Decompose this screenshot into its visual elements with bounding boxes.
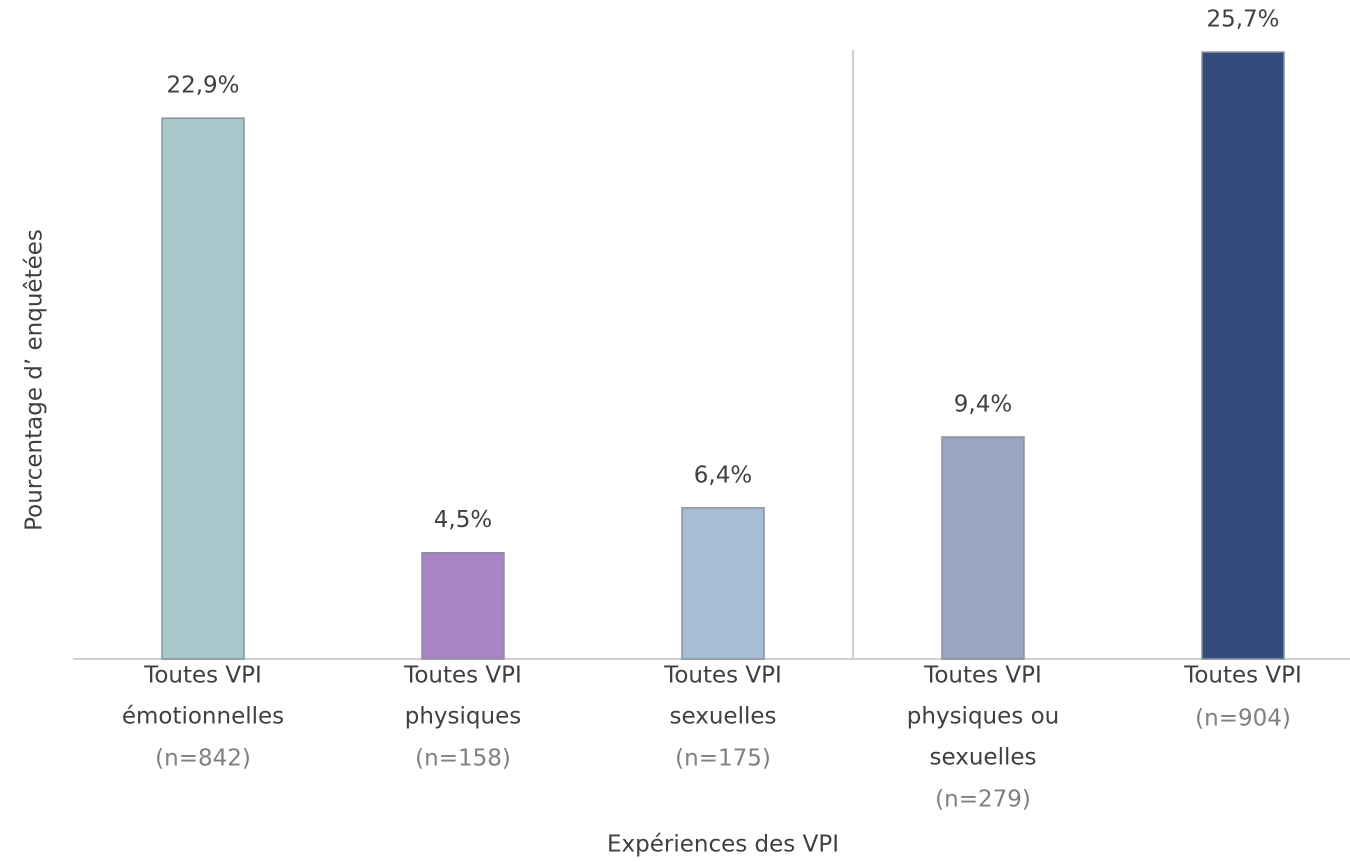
sample-size: (n=904) [1195, 706, 1291, 732]
x-tick-label: sexuelles [670, 704, 777, 730]
bar [421, 551, 505, 660]
sample-size: (n=175) [675, 746, 771, 772]
x-tick-label: Toutes VPI [663, 663, 782, 689]
x-tick-label: émotionnelles [122, 704, 284, 730]
x-tick-label: physiques [405, 704, 521, 730]
bar [161, 117, 245, 660]
x-tick-label: Toutes VPI [403, 663, 522, 689]
x-tick-label: Toutes VPI [923, 663, 1042, 689]
x-axis-label: Expériences des VPI [607, 832, 839, 858]
value-label: 6,4% [694, 462, 752, 488]
bar [681, 507, 765, 660]
sample-size: (n=158) [415, 746, 511, 772]
value-label: 4,5% [434, 507, 492, 533]
value-label: 9,4% [954, 392, 1012, 418]
bar [941, 436, 1025, 660]
value-label: 22,9% [166, 73, 239, 99]
y-axis-label: Pourcentage d’ enquêtées [22, 229, 48, 531]
sample-size: (n=842) [155, 746, 251, 772]
x-tick-label: physiques ou [907, 704, 1059, 730]
sample-size: (n=279) [935, 787, 1031, 813]
x-tick-label: Toutes VPI [143, 663, 262, 689]
bar [1201, 51, 1285, 660]
x-tick-label: Toutes VPI [1183, 663, 1302, 689]
x-tick-label: sexuelles [930, 745, 1037, 771]
value-label: 25,7% [1206, 7, 1279, 33]
